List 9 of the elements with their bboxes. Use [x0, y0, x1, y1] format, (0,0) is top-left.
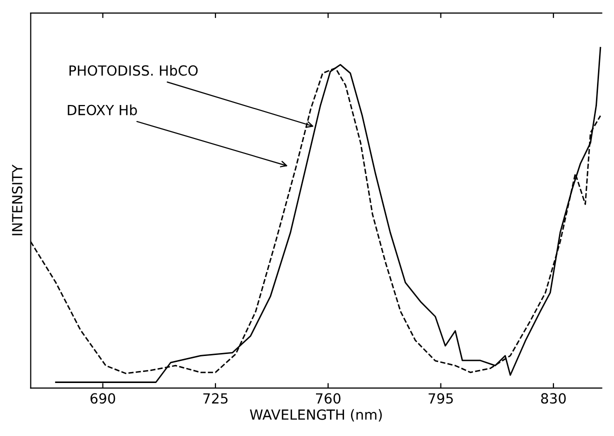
x-tick-label: 760	[316, 393, 340, 404]
x-tick-label: 795	[428, 393, 453, 404]
x-axis-title: WAVELENGTH (nm)	[250, 409, 382, 422]
x-tick-label: 725	[203, 393, 228, 404]
x-tick-label: 690	[90, 393, 116, 404]
annotation: DEOXY Hb	[68, 104, 137, 116]
annotation: PHOTODISS. HbCO	[70, 65, 198, 76]
x-tick-label: 830	[541, 393, 566, 404]
y-axis-title: INTENSITY	[12, 164, 22, 236]
